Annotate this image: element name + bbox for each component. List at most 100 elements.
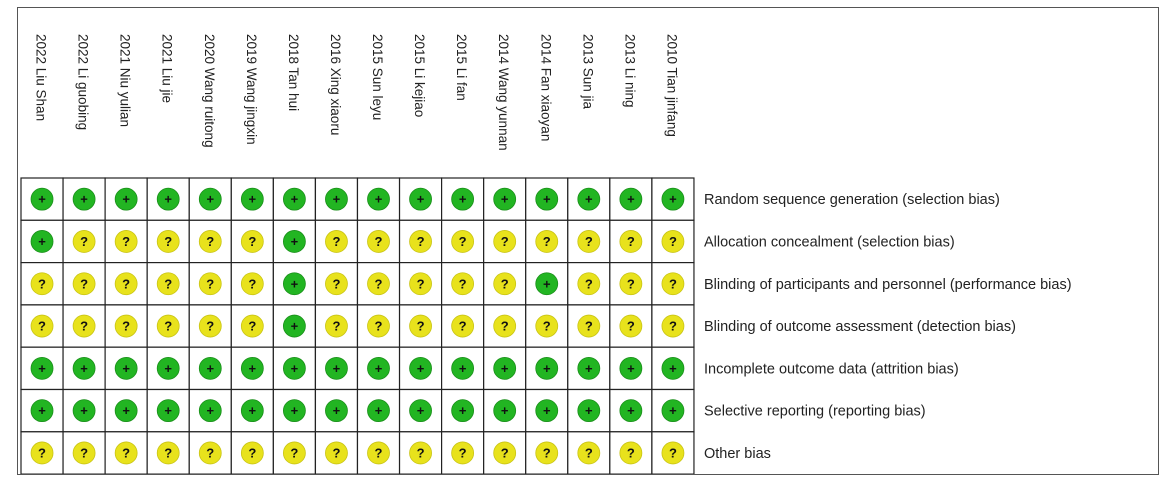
- judgement-symbol: ?: [80, 445, 88, 460]
- judgement-symbol: +: [38, 403, 46, 418]
- judgement-symbol: ?: [122, 445, 130, 460]
- study-label: 2021 Niu yulian: [118, 34, 133, 127]
- judgement-symbol: +: [249, 403, 257, 418]
- judgement-symbol: +: [375, 403, 383, 418]
- unclear-risk-circle: [72, 314, 96, 338]
- low-risk-circle: [409, 187, 432, 211]
- judgement-symbol: +: [249, 361, 257, 376]
- unclear-risk-circle: [661, 314, 685, 338]
- low-risk-circle: [661, 399, 685, 423]
- unclear-risk-circle: [493, 441, 517, 465]
- low-risk-circle: [72, 187, 96, 211]
- study-label: 2015 Li fan: [454, 34, 469, 101]
- judgement-symbol: ?: [332, 234, 340, 249]
- unclear-risk-circle: [535, 314, 559, 338]
- judgement-symbol: ?: [375, 445, 383, 460]
- low-risk-circle: [619, 356, 643, 380]
- judgement-symbol: ?: [375, 234, 383, 249]
- unclear-risk-circle: [198, 314, 222, 338]
- judgement-symbol: ?: [375, 319, 383, 334]
- judgement-symbol: +: [375, 192, 383, 207]
- unclear-risk-circle: [409, 441, 432, 465]
- low-risk-circle: [198, 399, 222, 423]
- table-cell: [62, 431, 106, 474]
- low-risk-circle: [30, 399, 54, 423]
- unclear-risk-circle: [577, 314, 601, 338]
- low-risk-circle: [30, 230, 54, 253]
- low-risk-circle: [451, 187, 475, 211]
- study-label: 2018 Tan hui: [286, 34, 301, 111]
- judgement-symbol: ?: [669, 445, 677, 460]
- judgement-symbol: ?: [164, 319, 172, 334]
- judgement-symbol: ?: [38, 445, 46, 460]
- low-risk-circle: [282, 230, 306, 253]
- low-risk-circle: [114, 187, 138, 211]
- judgement-symbol: ?: [669, 276, 677, 291]
- domain-label: Allocation concealment (selection bias): [704, 234, 955, 250]
- judgement-symbol: ?: [80, 276, 88, 291]
- judgement-symbol: +: [375, 361, 383, 376]
- domain-label: Selective reporting (reporting bias): [704, 404, 926, 420]
- judgement-symbol: +: [122, 361, 130, 376]
- study-label: 2014 Fan xiaoyan: [538, 34, 553, 141]
- unclear-risk-circle: [451, 230, 475, 253]
- low-risk-circle: [240, 399, 264, 423]
- unclear-risk-circle: [367, 230, 390, 253]
- judgement-symbol: ?: [417, 234, 425, 249]
- judgement-symbol: ?: [501, 319, 509, 334]
- unclear-risk-circle: [619, 314, 643, 338]
- judgement-symbol: +: [122, 403, 130, 418]
- judgement-symbol: +: [585, 192, 593, 207]
- unclear-risk-circle: [619, 441, 643, 465]
- unclear-risk-circle: [535, 441, 559, 465]
- low-risk-circle: [535, 272, 559, 296]
- low-risk-circle: [30, 356, 54, 380]
- low-risk-circle: [493, 399, 517, 423]
- low-risk-circle: [535, 187, 559, 211]
- study-label: 2016 Xing xiaoru: [328, 34, 343, 135]
- judgement-symbol: ?: [459, 234, 467, 249]
- judgement-symbol: +: [501, 192, 509, 207]
- judgement-symbol: ?: [585, 445, 593, 460]
- judgement-symbol: +: [333, 192, 341, 207]
- judgement-symbol: +: [501, 403, 509, 418]
- table-cell: [230, 219, 274, 264]
- unclear-risk-circle: [240, 441, 264, 465]
- low-risk-circle: [325, 399, 348, 423]
- unclear-risk-circle: [240, 314, 264, 338]
- study-label: 2013 Sun jia: [580, 34, 595, 110]
- judgement-symbol: ?: [80, 234, 88, 249]
- judgement-symbol: +: [417, 361, 425, 376]
- judgement-symbol: ?: [122, 234, 130, 249]
- unclear-risk-circle: [240, 230, 264, 253]
- judgement-symbol: ?: [669, 234, 677, 249]
- judgement-symbol: +: [669, 361, 677, 376]
- judgement-symbol: +: [543, 403, 551, 418]
- judgement-symbol: ?: [375, 276, 383, 291]
- low-risk-circle: [282, 187, 306, 211]
- low-risk-circle: [409, 356, 432, 380]
- study-label: 2019 Wang jingxin: [244, 34, 259, 145]
- unclear-risk-circle: [114, 272, 138, 296]
- figure-frame: 2022 Liu Shan 2022 Li guobing 2021 Niu yul…: [17, 7, 1159, 475]
- unclear-risk-circle: [156, 272, 180, 296]
- low-risk-circle: [493, 356, 517, 380]
- judgement-symbol: +: [585, 361, 593, 376]
- low-risk-circle: [198, 356, 222, 380]
- judgement-symbol: +: [38, 234, 46, 249]
- low-risk-circle: [535, 399, 559, 423]
- low-risk-circle: [72, 399, 96, 423]
- judgement-symbol: +: [80, 403, 88, 418]
- judgement-symbol: +: [627, 192, 635, 207]
- study-label: 2022 Li guobing: [76, 34, 91, 130]
- unclear-risk-circle: [198, 272, 222, 296]
- unclear-risk-circle: [156, 314, 180, 338]
- judgement-symbol: ?: [459, 276, 467, 291]
- low-risk-circle: [198, 187, 222, 211]
- unclear-risk-circle: [409, 314, 432, 338]
- unclear-risk-circle: [156, 441, 180, 465]
- unclear-risk-circle: [619, 230, 643, 253]
- low-risk-circle: [577, 356, 601, 380]
- study-label: 2013 Li ning: [622, 34, 637, 108]
- unclear-risk-circle: [72, 230, 96, 253]
